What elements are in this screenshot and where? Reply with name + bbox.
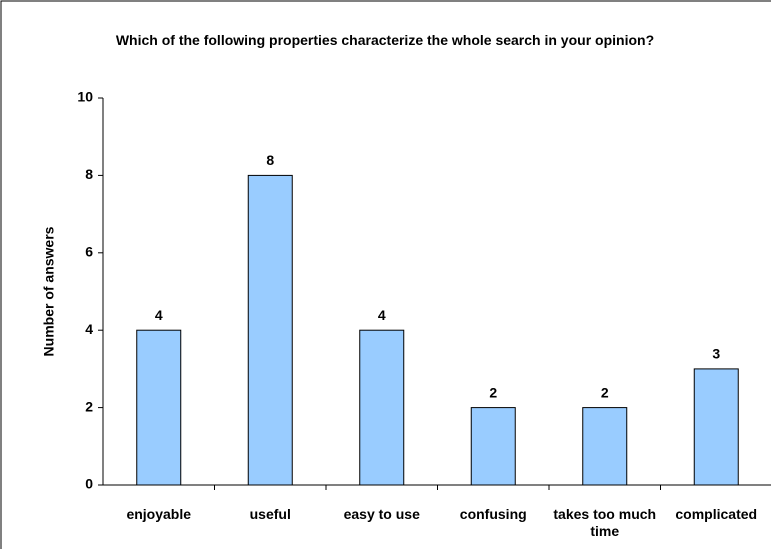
chart-title: Which of the following properties charac…	[115, 32, 655, 48]
y-axis-label: Number of answers	[40, 226, 57, 357]
y-tick-label: 6	[85, 244, 93, 260]
x-tick-label: takes too much time	[553, 506, 657, 539]
value-label: 2	[601, 384, 609, 400]
x-tick-label: confusing	[459, 506, 527, 522]
bar	[470, 407, 516, 486]
bar	[247, 174, 293, 486]
value-label: 4	[155, 307, 163, 323]
bar	[136, 329, 182, 486]
value-label: 8	[266, 152, 274, 168]
x-tick-label: enjoyable	[126, 506, 192, 522]
bar	[359, 329, 405, 486]
y-tick-label: 2	[85, 398, 93, 414]
y-tick-label: 8	[85, 166, 93, 182]
y-tick-label: 0	[85, 476, 93, 492]
y-tick-label: 4	[85, 321, 93, 337]
value-label: 3	[712, 346, 720, 362]
value-label: 4	[378, 307, 386, 323]
bar	[582, 407, 628, 486]
x-tick-label: easy to use	[343, 506, 420, 522]
x-tick-label: useful	[249, 506, 291, 522]
value-label: 2	[489, 384, 497, 400]
y-tick-label: 10	[77, 89, 93, 105]
x-tick-label: complicated	[675, 506, 758, 522]
bar	[693, 368, 739, 486]
